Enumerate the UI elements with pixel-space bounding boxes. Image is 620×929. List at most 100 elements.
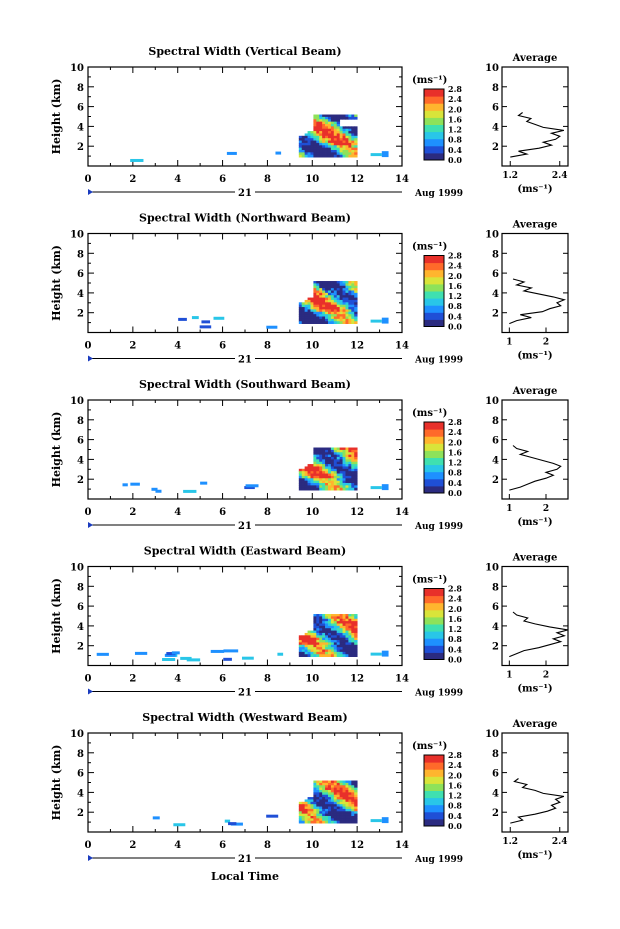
heatmap-cell — [322, 133, 326, 137]
heatmap-cell — [354, 799, 358, 803]
heatmap-cell — [298, 149, 303, 153]
colorbar-tick-label: 0.8 — [448, 801, 462, 811]
heatmap-cell — [330, 630, 335, 634]
heatmap-cell — [325, 128, 329, 132]
x-tick-label: 10 — [305, 674, 319, 685]
heatmap-cell — [301, 640, 306, 643]
colorbar-segment — [424, 110, 444, 118]
heatmap-cell — [319, 133, 323, 137]
heatmap-cell — [351, 623, 355, 627]
heatmap-cell — [333, 637, 338, 641]
heatmap-cell — [316, 625, 320, 629]
heatmap-cell — [354, 128, 358, 132]
heatmap-cell — [339, 621, 343, 624]
heatmap-cell — [313, 815, 317, 819]
heatmap-cell — [316, 614, 320, 617]
heatmap-cell — [313, 649, 317, 653]
heatmap-cell — [333, 623, 338, 627]
colorbar-segment — [424, 652, 444, 660]
heatmap-cell — [313, 464, 317, 467]
heatmap-cell — [301, 487, 306, 491]
heatmap-cell — [354, 801, 358, 805]
heatmap-cell — [345, 654, 349, 657]
heatmap-cell — [345, 152, 349, 156]
heatmap-cell — [322, 637, 326, 641]
heatmap-cell — [304, 314, 308, 317]
heatmap-cell — [339, 815, 343, 819]
heatmap-cell — [336, 133, 341, 137]
average-frame — [501, 399, 569, 500]
heatmap-cell — [304, 811, 308, 815]
heatmap-cell — [313, 307, 317, 310]
heatmap-cell — [333, 149, 338, 153]
colorbar-tick-label: 0.4 — [448, 478, 462, 488]
heatmap-cell — [316, 644, 320, 648]
heatmap-cell — [348, 628, 352, 631]
heatmap-cell — [342, 789, 346, 793]
heatmap-cell — [301, 314, 306, 317]
heatmap-cell — [325, 804, 329, 807]
heatmap-cell — [327, 785, 332, 789]
heatmap-cell — [310, 811, 314, 815]
heatmap-cell — [348, 461, 352, 465]
y-axis-label: Height (km) — [50, 245, 63, 321]
heatmap-cell — [310, 808, 314, 812]
colorbar-segment — [424, 422, 444, 430]
heatmap-cell — [322, 145, 326, 149]
heatmap-cell — [330, 297, 335, 301]
heatmap-cell — [313, 452, 317, 456]
heatmap-cell — [316, 630, 320, 634]
heatmap-cell — [316, 126, 320, 130]
heatmap-cell — [322, 302, 326, 306]
heatmap-cell — [327, 140, 332, 144]
heatmap-cell — [348, 133, 352, 137]
heatmap-cell — [351, 456, 355, 460]
heatmap-cell — [325, 119, 329, 123]
heatmap-cell — [322, 630, 326, 634]
heatmap-cell — [307, 152, 311, 156]
heatmap-cell — [345, 468, 349, 472]
heatmap-cell — [348, 616, 352, 620]
heatmap-cell — [313, 314, 317, 317]
heatmap-cell — [307, 478, 311, 482]
day-marker — [88, 355, 93, 362]
heatmap-cell — [345, 818, 349, 822]
heatmap-cell — [298, 471, 303, 474]
heatmap-cell — [180, 656, 192, 660]
heatmap-cell — [336, 813, 341, 817]
heatmap-cell — [244, 486, 255, 490]
heatmap-cell — [322, 304, 326, 308]
heatmap-cell — [354, 623, 358, 627]
heatmap-cell — [342, 642, 346, 646]
y-tick-label: 8 — [77, 749, 84, 760]
heatmap-cell — [351, 473, 355, 477]
heatmap-cell — [354, 311, 358, 315]
heatmap-cell — [322, 454, 326, 458]
heatmap-cell — [325, 642, 329, 646]
heatmap-cell — [322, 628, 326, 631]
heatmap-cell — [310, 471, 314, 474]
heatmap-cell — [351, 487, 355, 491]
average-title: Average — [512, 53, 558, 64]
heatmap-cell — [345, 480, 349, 484]
heatmap-cell — [339, 820, 343, 824]
heatmap-cell — [342, 297, 346, 301]
heatmap-cell — [354, 318, 358, 322]
heatmap-cell — [351, 811, 355, 815]
heatmap-cell — [322, 787, 326, 791]
heatmap-cell — [342, 635, 346, 639]
heatmap-cell — [327, 314, 332, 317]
heatmap-cell — [313, 119, 317, 123]
heatmap-cell — [345, 482, 349, 486]
colorbar-segment — [424, 269, 444, 278]
average-y-tick-label: 8 — [492, 83, 499, 94]
heatmap-cell — [327, 813, 332, 817]
y-tick-label: 4 — [77, 122, 84, 133]
heatmap-cell — [316, 154, 320, 158]
heatmap-cell — [351, 616, 355, 620]
heatmap-cell — [345, 449, 349, 453]
heatmap-cell — [316, 780, 320, 784]
heatmap-cell — [316, 811, 320, 815]
heatmap-cell — [342, 142, 346, 146]
heatmap-cell — [301, 815, 306, 819]
